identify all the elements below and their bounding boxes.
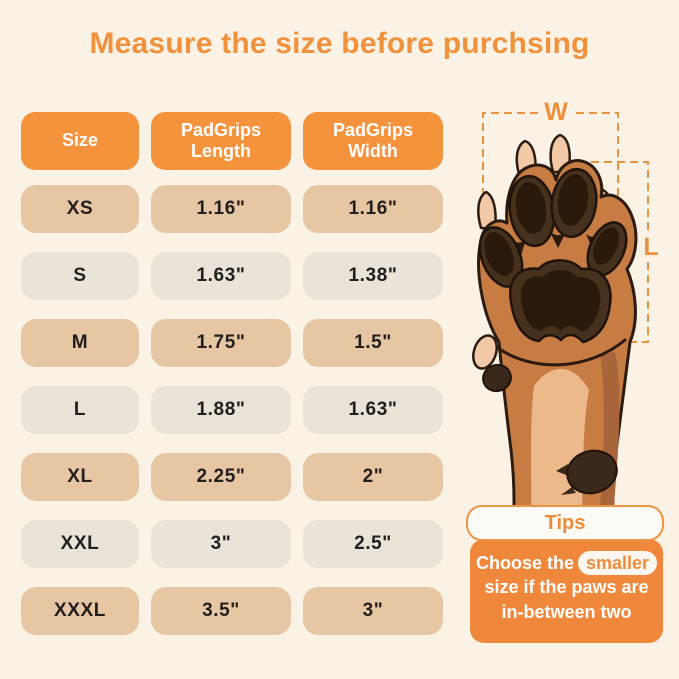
- table-row: XXL 3" 2.5": [21, 520, 443, 568]
- length-cell: 1.75": [151, 319, 291, 367]
- table-row: S 1.63" 1.38": [21, 252, 443, 300]
- size-cell: XXL: [21, 520, 139, 568]
- tips-text-after: size if the paws are in-between two: [484, 577, 649, 622]
- tips-line1: Choose the smaller: [475, 551, 658, 576]
- tips-box: Choose the smaller size if the paws are i…: [470, 539, 663, 643]
- width-measure-label: W: [544, 98, 568, 126]
- size-cell: XL: [21, 453, 139, 501]
- paw-art: [472, 133, 638, 530]
- w-bracket-left: [482, 112, 538, 222]
- leg-spot-flick2: [561, 487, 576, 495]
- width-cell: 3": [303, 587, 443, 635]
- measurement-lines: [482, 112, 649, 343]
- l-bracket-bottom: [613, 262, 649, 343]
- tips-title: Tips: [466, 505, 664, 541]
- size-table: Size PadGrips Length PadGrips Width XS 1…: [21, 112, 443, 654]
- column-header-width: PadGrips Width: [303, 112, 443, 170]
- smaller-highlight: smaller: [577, 551, 658, 576]
- dew-claw: [482, 363, 512, 393]
- table-row: XS 1.16" 1.16": [21, 185, 443, 233]
- length-measure-label: L: [643, 233, 659, 261]
- leg-highlight: [531, 368, 589, 530]
- length-cell: 1.16": [151, 185, 291, 233]
- size-cell: M: [21, 319, 139, 367]
- toe-pad-centers: [484, 174, 619, 276]
- paw-leg-boundary: [493, 338, 627, 367]
- w-bracket-right: [576, 112, 619, 342]
- length-cell: 2.25": [151, 453, 291, 501]
- width-cell: 1.5": [303, 319, 443, 367]
- width-cell: 2": [303, 453, 443, 501]
- length-cell: 3": [151, 520, 291, 568]
- l-bracket-top: [578, 161, 649, 233]
- leg-spot: [566, 449, 618, 495]
- paw-illustration: [472, 112, 649, 530]
- width-cell: 1.38": [303, 252, 443, 300]
- table-row: M 1.75" 1.5": [21, 319, 443, 367]
- column-header-size: Size: [21, 112, 139, 170]
- length-cell: 3.5": [151, 587, 291, 635]
- tips-text-before: Choose the: [475, 553, 574, 573]
- table-row: L 1.88" 1.63": [21, 386, 443, 434]
- main-pad-center: [520, 269, 601, 332]
- size-cell: XS: [21, 185, 139, 233]
- column-header-length: PadGrips Length: [151, 112, 291, 170]
- dew-claw-pad: [472, 334, 498, 370]
- size-table-header: Size PadGrips Length PadGrips Width: [21, 112, 443, 170]
- width-cell: 1.63": [303, 386, 443, 434]
- size-cell: S: [21, 252, 139, 300]
- size-cell: XXXL: [21, 587, 139, 635]
- table-row: XXXL 3.5" 3": [21, 587, 443, 635]
- table-row: XL 2.25" 2": [21, 453, 443, 501]
- length-cell: 1.88": [151, 386, 291, 434]
- width-cell: 2.5": [303, 520, 443, 568]
- size-cell: L: [21, 386, 139, 434]
- width-cell: 1.16": [303, 185, 443, 233]
- paw-diagram: [455, 90, 679, 530]
- size-table-body: XS 1.16" 1.16" S 1.63" 1.38" M 1.75" 1.5…: [21, 185, 443, 635]
- length-cell: 1.63": [151, 252, 291, 300]
- page-title: Measure the size before purchsing: [89, 27, 590, 60]
